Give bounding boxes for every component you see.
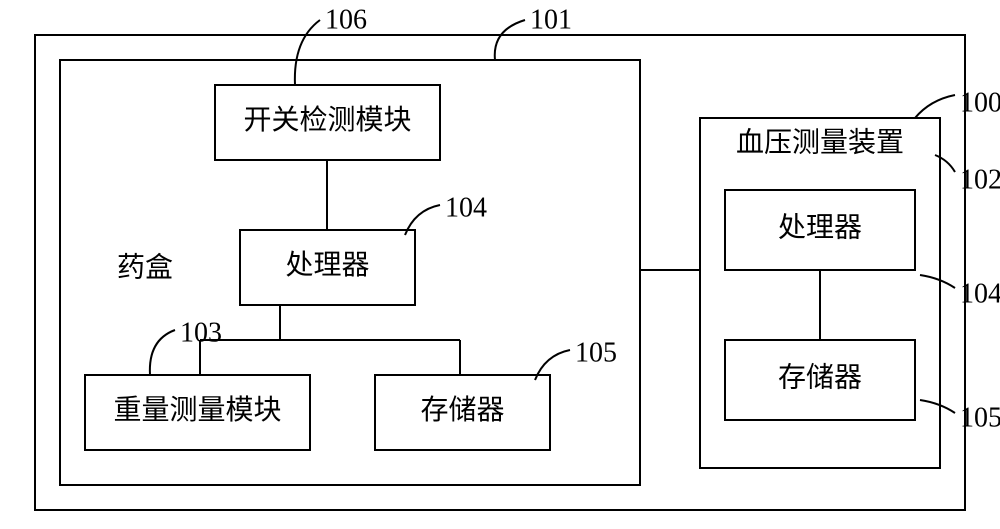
processor-right-ref: 104 (960, 278, 1000, 309)
bp-device-leader (915, 95, 955, 118)
bp-device-label: 血压测量装置 (736, 126, 904, 158)
ref-102-leader (935, 155, 955, 172)
storage-right-label: 存储器 (778, 361, 862, 393)
switch-detect-label: 开关检测模块 (243, 104, 411, 136)
bp-device-ref: 100 (960, 87, 1000, 118)
block-diagram: 药盒101血压测量装置100开关检测模块106处理器104重量测量模块103存储… (0, 0, 1000, 529)
weight-measure-label: 重量测量模块 (113, 394, 281, 426)
weight-measure-leader (150, 330, 175, 375)
storage-left-ref: 105 (575, 337, 617, 368)
processor-left-label: 处理器 (285, 249, 369, 281)
storage-right-ref: 105 (960, 402, 1000, 433)
storage-left-label: 存储器 (420, 394, 504, 426)
processor-left-ref: 104 (445, 192, 487, 223)
medicine-box-leader (495, 20, 525, 60)
switch-detect-leader (295, 20, 320, 85)
medicine-box-ref: 101 (530, 4, 572, 35)
ref-102: 102 (960, 164, 1000, 195)
processor-right-leader (920, 275, 955, 288)
switch-detect-ref: 106 (325, 4, 367, 35)
medicine-box-label: 药盒 (117, 251, 173, 283)
processor-right-label: 处理器 (778, 211, 862, 243)
storage-right-leader (920, 400, 955, 413)
